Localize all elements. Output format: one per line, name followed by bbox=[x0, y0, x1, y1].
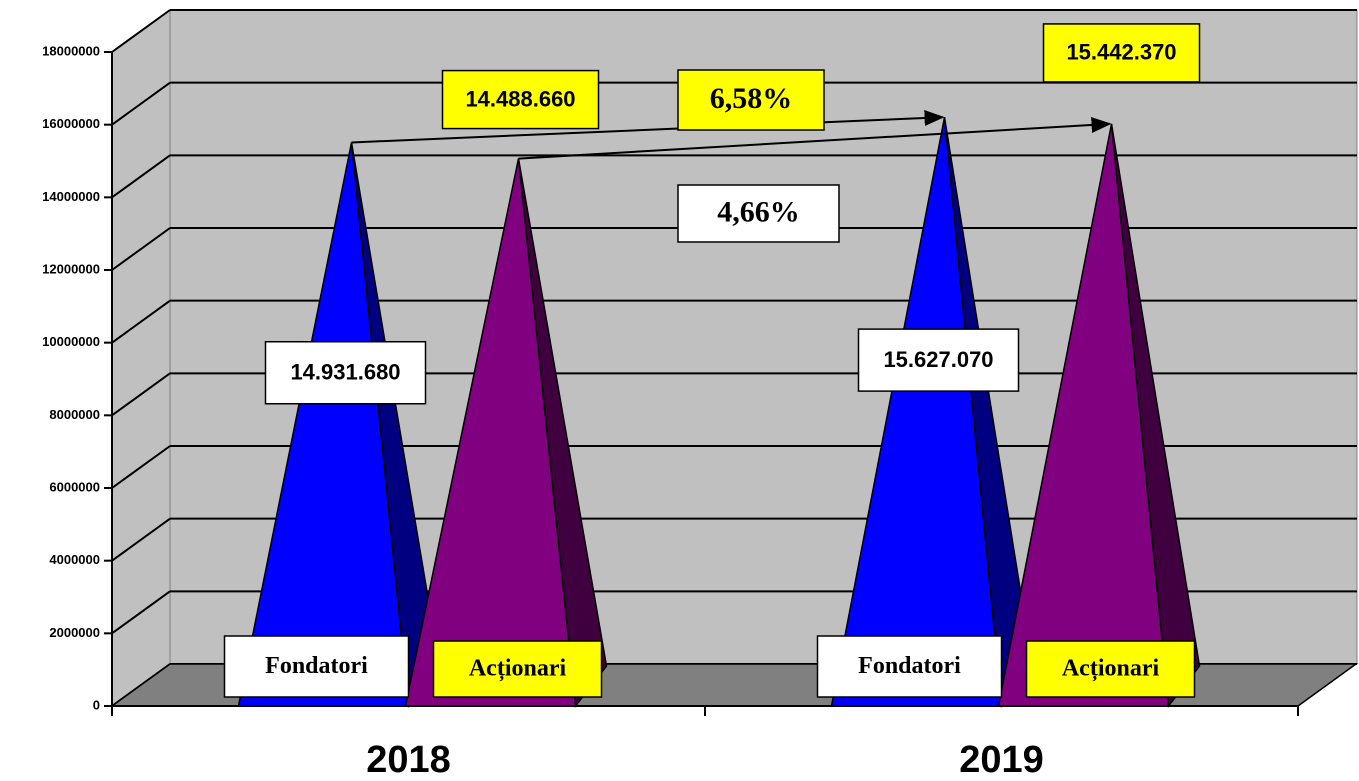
annotation: 4,66% bbox=[717, 195, 800, 228]
series-label-box bbox=[816, 635, 1003, 698]
series-label: Fondatori bbox=[858, 653, 961, 679]
y-tick-label: 2000000 bbox=[49, 625, 100, 640]
y-tick-label: 14000000 bbox=[42, 189, 100, 204]
annotation-box bbox=[677, 184, 840, 243]
x-tick-label: 2018 bbox=[366, 739, 451, 781]
x-tick-label: 2019 bbox=[959, 739, 1044, 781]
pyramid bbox=[404, 158, 577, 707]
grid-line bbox=[111, 445, 171, 489]
y-tick-label: 6000000 bbox=[49, 479, 100, 494]
grid-line bbox=[111, 9, 171, 53]
pyramid bbox=[237, 142, 410, 707]
value-label-box bbox=[264, 340, 427, 405]
grid-line bbox=[111, 517, 171, 562]
value-label: 15.442.370 bbox=[1066, 40, 1176, 65]
grid-line bbox=[111, 81, 171, 126]
value-label: 15.627.070 bbox=[883, 347, 993, 372]
value-label-box bbox=[441, 69, 600, 130]
series-label-box bbox=[223, 635, 410, 698]
annotation: 6,58% bbox=[710, 82, 793, 115]
pyramid bbox=[830, 117, 1003, 707]
side-wall bbox=[111, 9, 171, 707]
value-label: 14.931.680 bbox=[290, 360, 400, 385]
series-label: Fondatori bbox=[265, 653, 368, 679]
y-tick-label: 0 bbox=[93, 697, 100, 712]
grid-line bbox=[111, 372, 171, 417]
grid-line bbox=[111, 590, 171, 635]
growth-arrow bbox=[351, 109, 945, 144]
y-tick-label: 18000000 bbox=[42, 43, 100, 58]
grid-line bbox=[111, 299, 171, 344]
value-label-box bbox=[857, 328, 1020, 392]
y-tick-label: 16000000 bbox=[42, 116, 100, 131]
series-label: Acționari bbox=[469, 656, 567, 682]
growth-arrow bbox=[518, 116, 1112, 160]
y-tick-label: 10000000 bbox=[42, 334, 100, 349]
y-tick-label: 4000000 bbox=[49, 552, 100, 567]
value-label-box bbox=[1042, 23, 1201, 83]
value-label: 14.488.660 bbox=[465, 86, 575, 111]
pyramid bbox=[997, 123, 1170, 707]
annotation-box bbox=[677, 69, 825, 131]
y-tick-label: 12000000 bbox=[42, 261, 100, 276]
series-label: Acționari bbox=[1062, 656, 1160, 682]
grid-line bbox=[111, 227, 171, 271]
series-label-box bbox=[1025, 640, 1196, 698]
grid-line bbox=[111, 154, 171, 199]
series-label-box bbox=[432, 640, 603, 698]
y-tick-label: 8000000 bbox=[49, 407, 100, 422]
